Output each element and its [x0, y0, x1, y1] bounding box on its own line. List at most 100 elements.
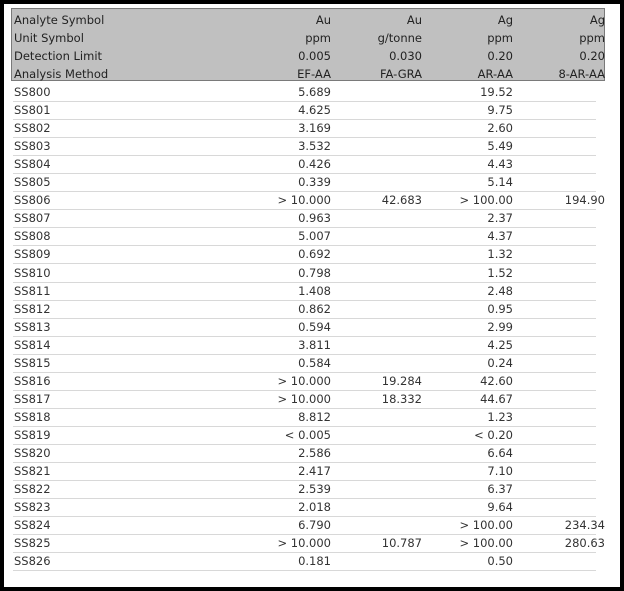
value-cell-col3: 2.37 [487, 211, 513, 226]
table-row: SS801 4.625 9.75 [13, 101, 596, 121]
sample-id: SS821 [14, 464, 51, 479]
value-cell-col1: 6.790 [298, 518, 331, 533]
header-cell-col4: 8-AR-AA [558, 67, 605, 82]
sample-id: SS804 [14, 157, 51, 172]
header-cell-col4: Ag [589, 13, 605, 27]
header-cell-col2: 0.030 [389, 49, 422, 64]
value-cell-col2: 10.787 [381, 536, 422, 551]
table-row: SS820 2.586 6.64 [13, 444, 596, 463]
header-label: Unit Symbol [14, 31, 84, 46]
header-label: Analyte Symbol [14, 13, 105, 27]
value-cell-col3: 1.52 [487, 265, 513, 280]
value-cell-col3: > 100.00 [459, 518, 513, 533]
header-label: Detection Limit [14, 49, 103, 64]
value-cell-col1: > 10.000 [277, 373, 331, 388]
table-row: SS817 > 10.000 18.332 44.67 [13, 390, 596, 409]
sample-id: SS815 [14, 355, 51, 370]
header-cell-col2: Au [406, 13, 422, 27]
table-row: SS812 0.862 0.95 [13, 300, 596, 319]
header-cell-col1: 0.005 [298, 49, 331, 64]
value-cell-col3: 5.49 [487, 139, 513, 154]
value-cell-col1: > 10.000 [277, 536, 331, 551]
sample-id: SS806 [14, 193, 51, 208]
value-cell-col3: 19.52 [480, 85, 513, 99]
value-cell-col1: 0.426 [298, 157, 331, 172]
header-row: Analyte Symbol Au Au Ag Ag [13, 11, 607, 29]
value-cell-col1: < 0.005 [284, 427, 331, 442]
header-cell-col3: Ag [497, 13, 513, 27]
header-cell-col1: EF-AA [297, 67, 331, 82]
header-cell-col3: ppm [487, 31, 513, 46]
value-cell-col2: 18.332 [381, 391, 422, 406]
header-row: Analysis Method EF-AA FA-GRA AR-AA 8-AR-AA [13, 65, 607, 83]
table-row: SS804 0.426 4.43 [13, 155, 596, 175]
value-cell-col4: 234.34 [564, 518, 605, 533]
value-cell-col2: 19.284 [381, 373, 422, 388]
table-row: SS813 0.594 2.99 [13, 318, 596, 337]
sample-id: SS822 [14, 482, 51, 497]
value-cell-col1: > 10.000 [277, 193, 331, 208]
table-row: SS815 0.584 0.24 [13, 354, 596, 373]
header-cell-col1: Au [315, 13, 331, 27]
sample-id: SS818 [14, 409, 51, 424]
value-cell-col3: 9.75 [487, 103, 513, 118]
value-cell-col3: 2.99 [487, 319, 513, 334]
sample-id: SS826 [14, 554, 51, 569]
value-cell-col3: 5.14 [487, 175, 513, 190]
value-cell-col3: < 0.20 [474, 427, 513, 442]
table-row: SS819 < 0.005 < 0.20 [13, 426, 596, 445]
sample-id: SS813 [14, 319, 51, 334]
sample-id: SS812 [14, 301, 51, 316]
value-cell-col1: 4.625 [298, 103, 331, 118]
table-row: SS825 > 10.000 10.787 > 100.00 280.63 [13, 534, 605, 554]
table-row: SS824 6.790 > 100.00 234.34 [13, 516, 605, 536]
table-row: SS811 1.408 2.48 [13, 282, 596, 301]
value-cell-col3: 4.25 [487, 337, 513, 352]
value-cell-col3: 0.50 [487, 554, 513, 569]
value-cell-col3: 1.32 [487, 247, 513, 262]
value-cell-col1: 2.018 [298, 500, 331, 515]
value-cell-col2: 42.683 [381, 193, 422, 208]
sample-id: SS803 [14, 139, 51, 154]
value-cell-col3: 0.95 [487, 301, 513, 316]
sample-id: SS819 [14, 427, 51, 442]
value-cell-col3: 2.60 [487, 121, 513, 136]
table-row: SS821 2.417 7.10 [13, 462, 596, 482]
table-row: SS822 2.539 6.37 [13, 480, 596, 500]
value-cell-col1: 2.417 [298, 464, 331, 479]
value-cell-col3: 4.43 [487, 157, 513, 172]
value-cell-col1: > 10.000 [277, 391, 331, 406]
table-row: SS803 3.532 5.49 [13, 137, 596, 157]
table-row: SS814 3.811 4.25 [13, 336, 596, 355]
header-cell-col3: AR-AA [477, 67, 513, 82]
value-cell-col3: 1.23 [487, 409, 513, 424]
sample-id: SS805 [14, 175, 51, 190]
table-row: SS809 0.692 1.32 [13, 245, 596, 265]
value-cell-col1: 0.181 [298, 554, 331, 569]
value-cell-col3: > 100.00 [459, 536, 513, 551]
sample-id: SS825 [14, 536, 51, 551]
table-row: SS810 0.798 1.52 [13, 264, 596, 283]
sample-id: SS807 [14, 211, 51, 226]
table-row: SS800 5.689 19.52 [13, 83, 596, 102]
value-cell-col3: 42.60 [480, 373, 513, 388]
value-cell-col1: 2.586 [298, 446, 331, 460]
value-cell-col1: 0.798 [298, 265, 331, 280]
value-cell-col1: 5.689 [298, 85, 331, 99]
value-cell-col3: 6.37 [487, 482, 513, 497]
value-cell-col1: 5.007 [298, 229, 331, 244]
value-cell-col4: 280.63 [564, 536, 605, 551]
header-row: Detection Limit 0.005 0.030 0.20 0.20 [13, 47, 607, 65]
value-cell-col3: 6.64 [487, 446, 513, 460]
sample-id: SS820 [14, 446, 51, 460]
header-cell-col1: ppm [305, 31, 331, 46]
sample-id: SS809 [14, 247, 51, 262]
table-row: SS823 2.018 9.64 [13, 498, 596, 518]
table-row: SS826 0.181 0.50 [13, 552, 596, 572]
header-cell-col4: 0.20 [579, 49, 605, 64]
sample-id: SS810 [14, 265, 51, 280]
value-cell-col1: 0.584 [298, 355, 331, 370]
value-cell-col1: 0.339 [298, 175, 331, 190]
sample-id: SS808 [14, 229, 51, 244]
